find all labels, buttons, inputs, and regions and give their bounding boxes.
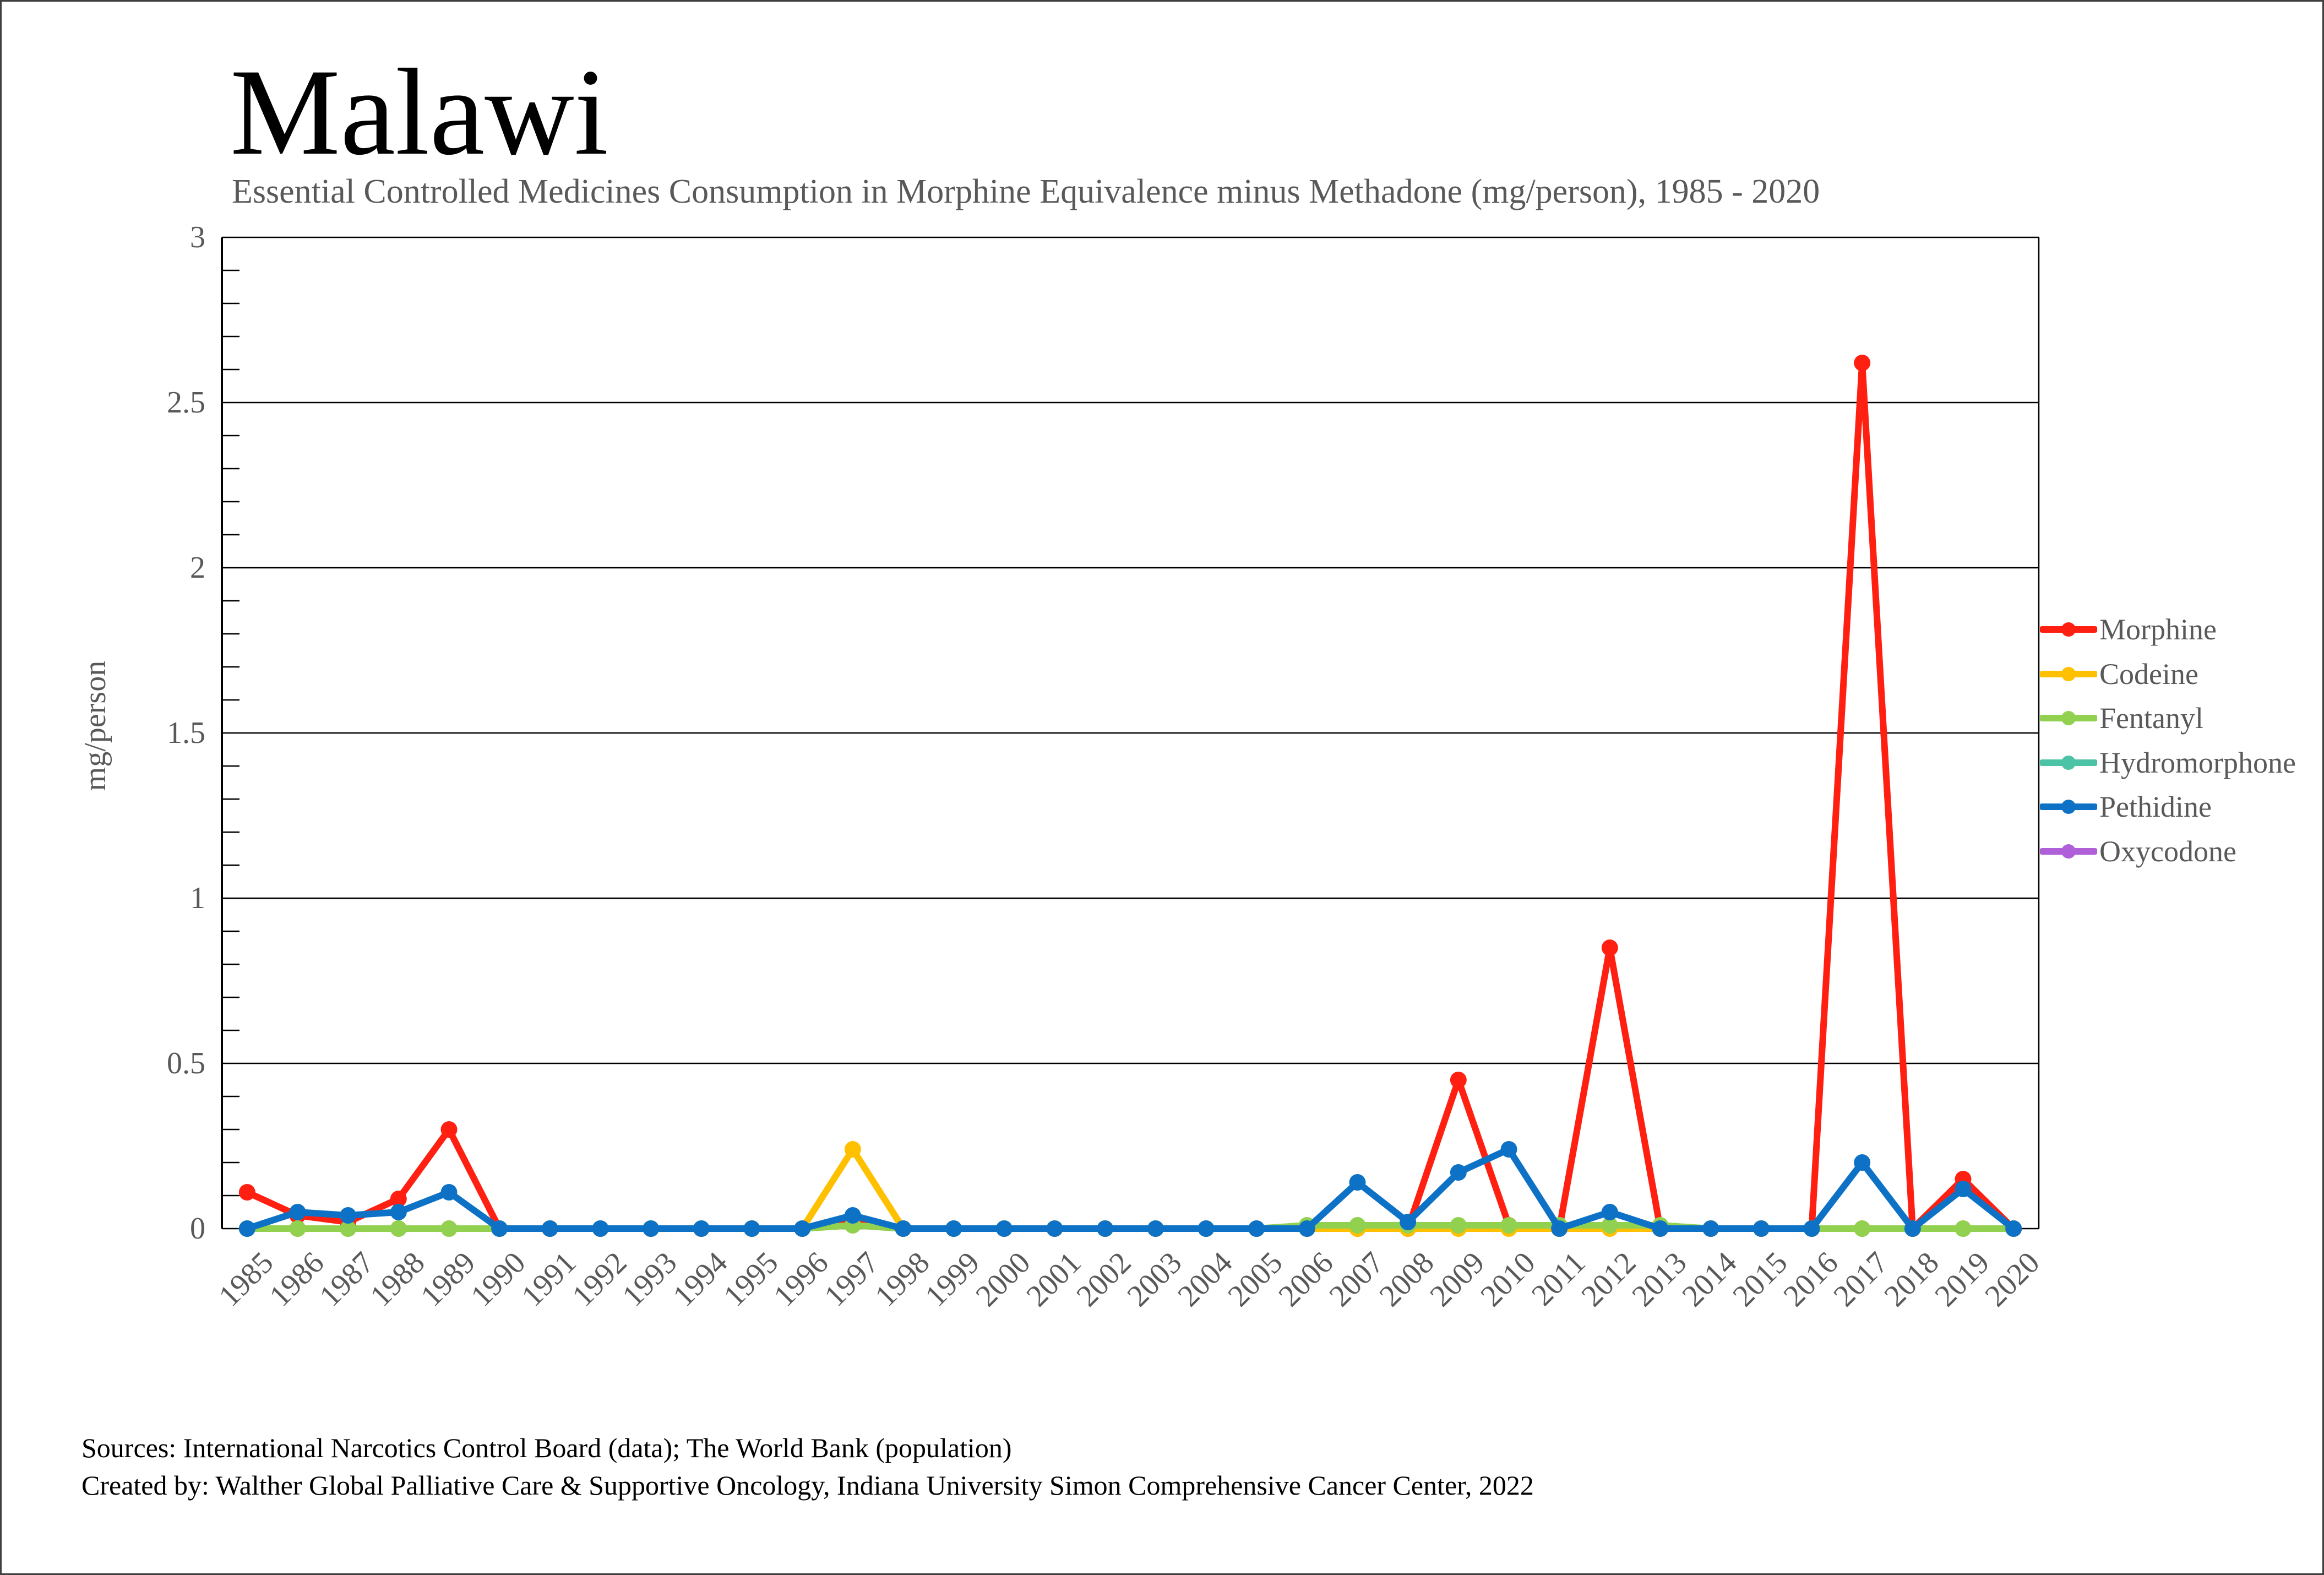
data-point-pethidine-2009 (1450, 1164, 1467, 1181)
sources-line: Sources: International Narcotics Control… (81, 1432, 1012, 1463)
data-point-morphine-1985 (238, 1184, 255, 1201)
created-by-line: Created by: Walther Global Palliative Ca… (81, 1470, 1534, 1501)
data-point-pethidine-2005 (1248, 1220, 1265, 1237)
data-point-morphine-1988 (390, 1191, 407, 1207)
legend-label-morphine: Morphine (2099, 613, 2217, 646)
y-minor-ticks (222, 269, 240, 1197)
series-pethidine (238, 1141, 2022, 1237)
series-line-pethidine (243, 1146, 2017, 1232)
series-morphine (238, 355, 2022, 1237)
data-point-fentanyl-2007 (1349, 1217, 1366, 1234)
legend-marker-codeine (2040, 666, 2097, 681)
data-point-pethidine-2012 (1601, 1204, 1618, 1220)
data-point-pethidine-2010 (1500, 1141, 1517, 1158)
legend-label-fentanyl: Fentanyl (2099, 702, 2203, 735)
footer: Sources: International Narcotics Control… (81, 1429, 1534, 1504)
y-tick-label-0: 0 (190, 1212, 205, 1246)
data-point-pethidine-2016 (1803, 1220, 1820, 1237)
data-point-pethidine-2003 (1147, 1220, 1164, 1237)
y-tick-label-0.5: 0.5 (167, 1046, 205, 1080)
data-point-fentanyl-2009 (1450, 1217, 1467, 1234)
data-point-morphine-2009 (1450, 1072, 1467, 1088)
legend-marker-oxycodone (2040, 844, 2097, 859)
data-point-pethidine-2000 (995, 1220, 1013, 1237)
data-point-pethidine-1988 (390, 1204, 407, 1220)
data-point-pethidine-2002 (1097, 1220, 1114, 1237)
legend-item-pethidine: Pethidine (2040, 785, 2212, 829)
legend-item-morphine: Morphine (2040, 607, 2217, 651)
data-point-fentanyl-2019 (1955, 1220, 1972, 1237)
data-point-fentanyl-1988 (390, 1220, 407, 1237)
legend-item-fentanyl: Fentanyl (2040, 696, 2203, 740)
data-point-morphine-2012 (1601, 939, 1618, 956)
data-point-pethidine-2014 (1702, 1220, 1719, 1237)
data-point-pethidine-2020 (2005, 1220, 2022, 1237)
y-tick-label-1: 1 (190, 881, 205, 915)
legend-item-codeine: Codeine (2040, 652, 2198, 696)
chart-title: Malawi (230, 43, 609, 181)
data-point-pethidine-1995 (743, 1220, 760, 1237)
series-line-codeine (243, 1146, 2017, 1232)
y-tick-label-2.5: 2.5 (167, 385, 205, 420)
legend-label-hydromorphone: Hydromorphone (2099, 746, 2296, 779)
data-point-pethidine-2001 (1046, 1220, 1063, 1237)
y-axis-title: mg/person (78, 660, 112, 791)
data-point-pethidine-1998 (895, 1220, 912, 1237)
data-point-pethidine-1987 (340, 1207, 357, 1224)
data-point-pethidine-2013 (1652, 1220, 1669, 1237)
legend-label-oxycodone: Oxycodone (2099, 835, 2236, 868)
plot-border (221, 237, 2040, 1229)
data-point-pethidine-1999 (945, 1220, 962, 1237)
legend-marker-pethidine (2040, 800, 2097, 814)
data-point-pethidine-2008 (1400, 1214, 1417, 1230)
data-point-fentanyl-2012 (1601, 1217, 1618, 1234)
data-point-pethidine-1993 (643, 1220, 660, 1237)
data-point-pethidine-2004 (1198, 1220, 1215, 1237)
data-point-pethidine-2015 (1752, 1220, 1770, 1237)
data-point-pethidine-1994 (693, 1220, 710, 1237)
data-point-morphine-2017 (1854, 355, 1871, 371)
data-point-fentanyl-1987 (340, 1220, 357, 1237)
gridlines (222, 236, 2039, 1230)
data-point-pethidine-2011 (1551, 1220, 1568, 1237)
y-tick-label-3: 3 (190, 220, 205, 254)
data-point-pethidine-2019 (1955, 1181, 1972, 1197)
legend-marker-morphine (2040, 622, 2097, 637)
y-tick-label-2: 2 (190, 551, 205, 585)
series-line-morphine (243, 360, 2017, 1232)
data-point-pethidine-1992 (592, 1220, 609, 1237)
legend-item-oxycodone: Oxycodone (2040, 829, 2236, 873)
data-point-pethidine-1997 (844, 1207, 861, 1224)
legend-label-pethidine: Pethidine (2099, 790, 2212, 824)
data-point-pethidine-1989 (440, 1184, 458, 1201)
data-point-fentanyl-1986 (289, 1220, 306, 1237)
legend-item-hydromorphone: Hydromorphone (2040, 741, 2296, 785)
data-point-pethidine-1986 (289, 1204, 306, 1220)
legend-marker-hydromorphone (2040, 755, 2097, 770)
data-point-fentanyl-2017 (1854, 1220, 1871, 1237)
data-point-pethidine-1990 (491, 1220, 508, 1237)
legend-label-codeine: Codeine (2099, 657, 2198, 691)
data-point-pethidine-1996 (794, 1220, 811, 1237)
data-point-pethidine-2018 (1904, 1220, 1921, 1237)
data-point-fentanyl-1989 (440, 1220, 458, 1237)
data-point-pethidine-2007 (1349, 1174, 1366, 1191)
data-point-pethidine-1985 (238, 1220, 255, 1237)
legend-marker-fentanyl (2040, 711, 2097, 726)
data-point-codeine-1997 (844, 1141, 861, 1158)
chart-subtitle: Essential Controlled Medicines Consumpti… (232, 173, 1820, 210)
data-point-pethidine-1991 (541, 1220, 558, 1237)
series-codeine (238, 1141, 2022, 1237)
data-point-pethidine-2006 (1298, 1220, 1315, 1237)
data-point-pethidine-2017 (1854, 1154, 1871, 1171)
data-point-fentanyl-2010 (1500, 1217, 1517, 1234)
y-tick-label-1.5: 1.5 (167, 716, 205, 750)
data-point-morphine-1989 (440, 1121, 458, 1138)
